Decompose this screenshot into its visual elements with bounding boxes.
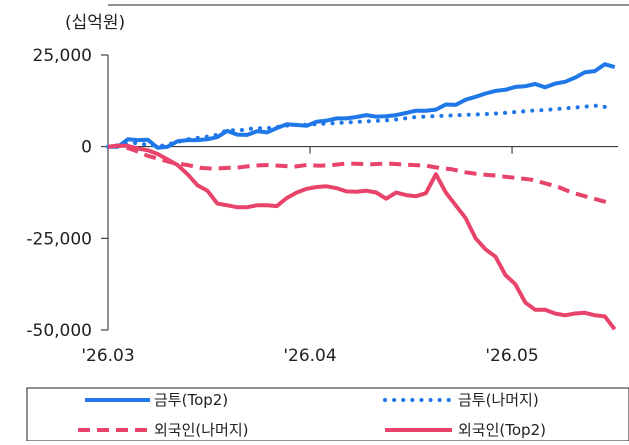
legend-item-foreign-top2: 외국인(Top2) (385, 421, 546, 439)
legend-item-geumtu-top2: 금투(Top2) (85, 391, 228, 409)
legend-frame (26, 387, 629, 442)
x-tick-label: '26.04 (283, 346, 336, 366)
series-line-0 (108, 62, 616, 150)
x-tick-label: '26.03 (81, 346, 134, 366)
legend-label-foreign-rest: 외국인(나머지) (154, 421, 249, 439)
series-line-3 (107, 143, 617, 331)
y-unit-label: (십억원) (65, 13, 125, 33)
legend-label-foreign-top2: 외국인(Top2) (458, 421, 546, 439)
legend-item-foreign-rest: 외국인(나머지) (78, 421, 249, 439)
legend-label-geumtu-top2: 금투(Top2) (154, 391, 228, 409)
series-line-2 (107, 143, 612, 206)
y-tick-label: 0 (81, 138, 92, 158)
y-tick-label: 25,000 (33, 46, 92, 66)
x-tick-label: '26.05 (485, 346, 538, 366)
y-tick-label: -50,000 (26, 321, 92, 341)
y-tick-label: -25,000 (26, 229, 92, 249)
y-axis: 25,000 0 -25,000 -50,000 (26, 46, 109, 341)
series-layer (106, 62, 617, 331)
x-axis: '26.03 '26.04 '26.05 (81, 146, 618, 366)
legend-label-geumtu-rest: 금투(나머지) (458, 391, 539, 409)
series-line-1 (106, 103, 614, 149)
legend: 금투(Top2) 금투(나머지) 외국인(나머지) 외국인(Top2) (26, 387, 629, 442)
legend-item-geumtu-rest: 금투(나머지) (383, 391, 539, 409)
